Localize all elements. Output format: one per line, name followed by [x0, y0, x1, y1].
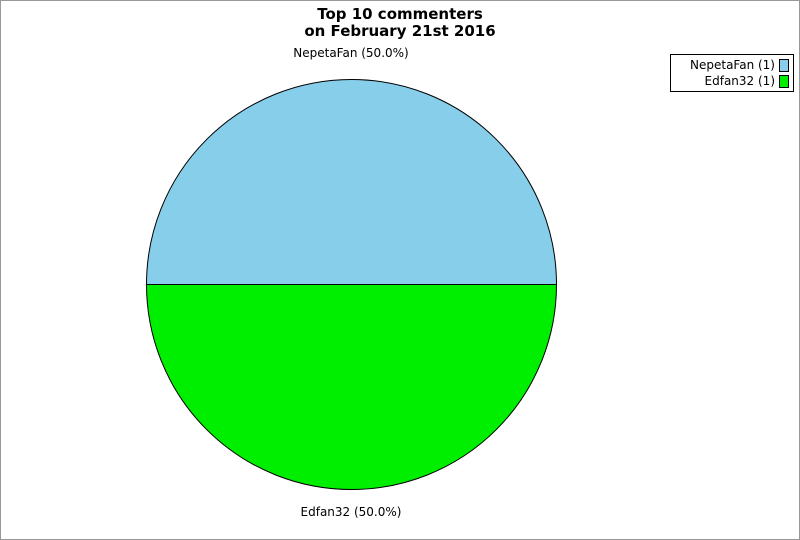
legend-swatch-nepetafan — [779, 58, 789, 72]
legend: NepetaFan (1) Edfan32 (1) — [670, 54, 794, 92]
chart-title: Top 10 commenters on February 21st 2016 — [1, 6, 799, 40]
slice-label-edfan32: Edfan32 (50.0%) — [300, 505, 402, 519]
legend-label-edfan32: Edfan32 (1) — [704, 74, 775, 88]
pie-slice-edfan32 — [145, 284, 558, 490]
slice-label-nepetafan: NepetaFan (50.0%) — [293, 46, 409, 60]
legend-swatch-edfan32 — [779, 74, 789, 88]
chart-title-line1: Top 10 commenters — [317, 5, 483, 23]
legend-item: NepetaFan (1) — [675, 57, 789, 73]
legend-label-nepetafan: NepetaFan (1) — [690, 58, 775, 72]
legend-item: Edfan32 (1) — [675, 73, 789, 89]
chart-title-line2: on February 21st 2016 — [304, 22, 496, 40]
pie-slice-nepetafan — [145, 79, 558, 285]
